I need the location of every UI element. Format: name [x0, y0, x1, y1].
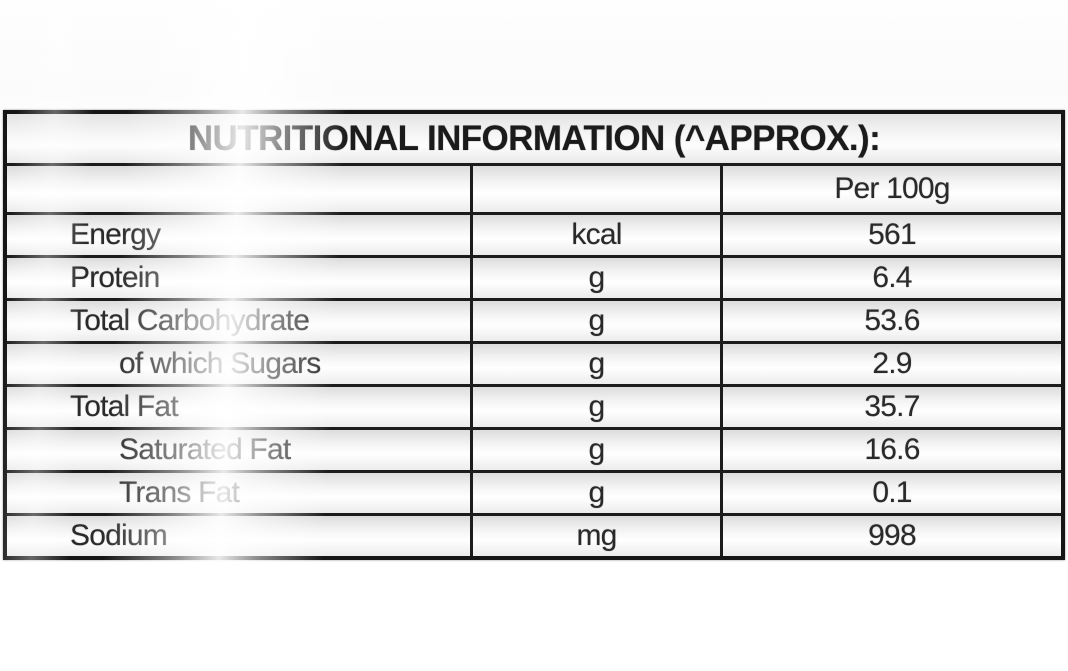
unit-label: g [588, 347, 606, 380]
nutrient-label: Energy [70, 218, 161, 251]
table-row-protein: Protein g 6.4 [7, 255, 1061, 298]
nutrient-cell: Total Fat [7, 387, 470, 427]
value-label: 0.1 [872, 476, 912, 509]
nutrient-cell: Trans Fat [7, 473, 470, 513]
nutrient-label: Total Fat [70, 390, 179, 423]
unit-label: g [588, 261, 606, 294]
value-label: 6.4 [872, 261, 912, 294]
unit-label: g [588, 476, 606, 509]
nutrient-label: of which Sugars [119, 347, 321, 380]
value-cell: 6.4 [720, 258, 1061, 298]
unit-cell: mg [470, 516, 720, 556]
table-header-row: Per 100g [7, 163, 1061, 212]
unit-cell: g [470, 430, 720, 470]
nutrient-cell: Sodium [7, 516, 470, 556]
unit-cell: g [470, 301, 720, 341]
unit-cell: kcal [470, 215, 720, 255]
value-label: 2.9 [872, 347, 912, 380]
nutrient-cell: Energy [7, 215, 470, 255]
nutrient-label: Protein [70, 261, 160, 294]
nutrient-label: Total Carbohydrate [70, 304, 310, 337]
unit-label: mg [576, 519, 617, 552]
value-cell: 561 [720, 215, 1061, 255]
table-title: NUTRITIONAL INFORMATION (^APPROX.): [187, 118, 881, 158]
nutrition-table: NUTRITIONAL INFORMATION (^APPROX.): Per … [3, 110, 1065, 560]
unit-label: g [588, 390, 606, 423]
value-label: 998 [868, 519, 916, 552]
table-row-total-carbohydrate: Total Carbohydrate g 53.6 [7, 298, 1061, 341]
value-cell: 2.9 [720, 344, 1061, 384]
table-row-trans-fat: Trans Fat g 0.1 [7, 470, 1061, 513]
nutrient-cell: Protein [7, 258, 470, 298]
unit-cell: g [470, 258, 720, 298]
value-label: 53.6 [864, 304, 920, 337]
nutrient-cell: Saturated Fat [7, 430, 470, 470]
unit-cell: g [470, 387, 720, 427]
table-row-of-which-sugars: of which Sugars g 2.9 [7, 341, 1061, 384]
value-cell: 53.6 [720, 301, 1061, 341]
table-title-row: NUTRITIONAL INFORMATION (^APPROX.): [7, 114, 1061, 163]
value-cell: 35.7 [720, 387, 1061, 427]
nutrient-cell: Total Carbohydrate [7, 301, 470, 341]
nutrient-label: Saturated Fat [119, 433, 291, 466]
value-label: 561 [868, 218, 916, 251]
unit-cell: g [470, 344, 720, 384]
nutrient-label: Sodium [70, 519, 168, 552]
value-cell: 16.6 [720, 430, 1061, 470]
table-row-sodium: Sodium mg 998 [7, 513, 1061, 556]
value-label: 16.6 [864, 433, 920, 466]
unit-cell: g [470, 473, 720, 513]
nutrient-cell: of which Sugars [7, 344, 470, 384]
value-cell: 998 [720, 516, 1061, 556]
header-nutrient-cell [7, 166, 470, 212]
table-row-total-fat: Total Fat g 35.7 [7, 384, 1061, 427]
table-row-energy: Energy kcal 561 [7, 212, 1061, 255]
value-cell: 0.1 [720, 473, 1061, 513]
header-per-100g-label: Per 100g [834, 172, 950, 205]
unit-label: kcal [571, 218, 622, 251]
header-per-100g-cell: Per 100g [720, 166, 1061, 212]
nutrient-label: Trans Fat [119, 476, 240, 509]
unit-label: g [588, 433, 606, 466]
header-unit-cell [470, 166, 720, 212]
table-row-saturated-fat: Saturated Fat g 16.6 [7, 427, 1061, 470]
unit-label: g [588, 304, 606, 337]
value-label: 35.7 [864, 390, 920, 423]
